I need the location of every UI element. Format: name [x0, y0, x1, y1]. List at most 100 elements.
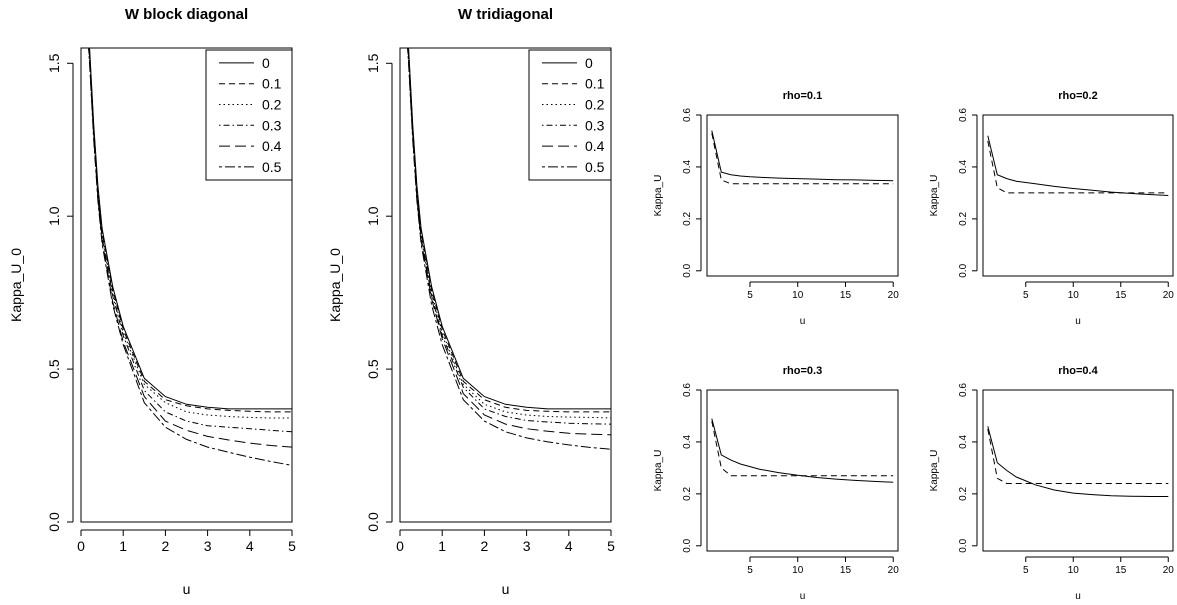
y-tick-label: 0.2	[958, 486, 969, 500]
series-line-0	[408, 48, 611, 410]
chart-panel-2: W tridiagonal 0 1 2 3 4 5 0.0 0.5 1.0 1.5 u Kappa_U_…	[327, 6, 615, 597]
series-line-1	[987, 426, 1169, 497]
chart-title: W tridiagonal	[458, 6, 553, 23]
x-tick-label: 5	[288, 538, 296, 554]
x-tick-label: 15	[1115, 565, 1127, 576]
y-tick-label: 1.5	[365, 53, 381, 73]
series-line-0.2	[88, 48, 292, 419]
legend-label: 0.2	[585, 96, 605, 112]
y-tick-label: 0.5	[46, 359, 62, 379]
legend-label: 0.2	[262, 96, 282, 112]
series-line-2	[711, 421, 894, 477]
series-line-1	[711, 418, 894, 483]
series-line-0.5	[407, 48, 611, 450]
x-tick-label: 5	[607, 538, 615, 554]
series-line-2	[987, 428, 1169, 484]
x-tick-label: 3	[523, 538, 531, 554]
legend-label: 0.4	[585, 138, 605, 154]
y-tick-label: 0.6	[682, 383, 693, 397]
x-tick-label: 1	[438, 538, 446, 554]
x-tick-label: 1	[119, 538, 127, 554]
x-axis-label: u	[502, 581, 510, 597]
x-tick-label: 15	[840, 290, 852, 301]
series-line-1	[711, 130, 894, 182]
x-tick-label: 0	[77, 538, 85, 554]
x-tick-label: 2	[162, 538, 170, 554]
y-tick-label: 0.0	[682, 538, 693, 552]
chart-title: rho=0.4	[1058, 365, 1098, 377]
plot-frame	[706, 389, 899, 552]
y-tick-label: 0.2	[682, 486, 693, 500]
x-tick-label: 0	[396, 538, 404, 554]
plot-frame	[399, 47, 612, 523]
chart-panel-4: rho=0.2 5 10 15 20 0.0 0.2 0.4 0.6 u Kappa_U	[929, 90, 1174, 327]
x-tick-label: 20	[888, 565, 900, 576]
legend-label: 0	[262, 55, 270, 71]
y-tick-label: 0.6	[682, 108, 693, 122]
legend-label: 0	[585, 55, 593, 71]
series-line-0.3	[407, 48, 611, 425]
y-tick-label: 0.0	[46, 512, 62, 532]
legend-box	[528, 49, 612, 181]
legend-label: 0.1	[262, 76, 282, 92]
x-tick-label: 10	[1068, 565, 1080, 576]
series-line-0.2	[407, 48, 611, 419]
x-tick-label: 15	[1115, 290, 1127, 301]
y-axis-label: Kappa_U	[653, 450, 664, 492]
plot-frame	[706, 114, 899, 277]
x-axis-label: u	[183, 581, 191, 597]
y-tick-label: 1.0	[46, 206, 62, 226]
chart-panel-5: rho=0.3 5 10 15 20 0.0 0.2 0.4 0.6 u Kappa_U	[653, 365, 899, 602]
y-axis-label: Kappa_U_0	[8, 248, 24, 322]
y-tick-label: 0.6	[958, 383, 969, 397]
x-tick-label: 2	[481, 538, 489, 554]
series-line-0.5	[88, 48, 292, 466]
y-tick-label: 0.0	[682, 263, 693, 277]
y-tick-label: 0.4	[958, 435, 969, 449]
x-tick-label: 10	[792, 565, 804, 576]
chart-title: rho=0.3	[783, 365, 822, 377]
x-axis-label: u	[800, 591, 806, 602]
legend-box	[205, 49, 293, 181]
y-tick-label: 0.4	[958, 160, 969, 174]
series-line-1	[987, 135, 1169, 196]
legend-label: 0.4	[262, 138, 282, 154]
y-tick-label: 0.0	[365, 512, 381, 532]
x-tick-label: 5	[1023, 290, 1029, 301]
y-tick-label: 0.4	[682, 160, 693, 174]
y-tick-label: 0.5	[365, 359, 381, 379]
x-tick-label: 3	[204, 538, 212, 554]
plot-frame	[982, 389, 1174, 552]
legend-label: 0.3	[585, 117, 605, 133]
x-tick-label: 4	[565, 538, 573, 554]
series-line-2	[711, 133, 894, 185]
legend-label: 0.5	[585, 159, 605, 175]
legend-label: 0.5	[262, 159, 282, 175]
x-tick-label: 20	[1163, 290, 1175, 301]
y-tick-label: 1.5	[46, 53, 62, 73]
series-line-2	[987, 140, 1169, 194]
plot-frame	[80, 47, 293, 523]
plot-frame	[982, 114, 1174, 277]
x-tick-label: 5	[747, 565, 753, 576]
y-tick-label: 0.2	[958, 211, 969, 225]
x-tick-label: 20	[888, 290, 900, 301]
y-tick-label: 0.0	[958, 263, 969, 277]
y-tick-label: 0.4	[682, 435, 693, 449]
x-tick-label: 15	[840, 565, 852, 576]
chart-title: rho=0.1	[783, 90, 822, 102]
series-line-0	[89, 48, 292, 410]
y-axis-label: Kappa_U	[929, 450, 940, 492]
y-axis-label: Kappa_U	[653, 175, 664, 217]
chart-panel-6: rho=0.4 5 10 15 20 0.0 0.2 0.4 0.6 u Kappa_U	[929, 365, 1174, 602]
x-tick-label: 10	[1068, 290, 1080, 301]
chart-panel-3: rho=0.1 5 10 15 20 0.0 0.2 0.4 0.6 u Kappa_U	[653, 90, 899, 327]
x-axis-label: u	[1075, 591, 1081, 602]
legend: 0 0.1 0.2 0.3 0.4 0.5	[528, 49, 612, 181]
x-tick-label: 5	[1023, 565, 1029, 576]
y-axis-label: Kappa_U	[929, 175, 940, 217]
chart-title: W block diagonal	[125, 6, 248, 23]
y-tick-label: 0.6	[958, 108, 969, 122]
x-tick-label: 10	[792, 290, 804, 301]
series-line-0.3	[88, 48, 292, 433]
